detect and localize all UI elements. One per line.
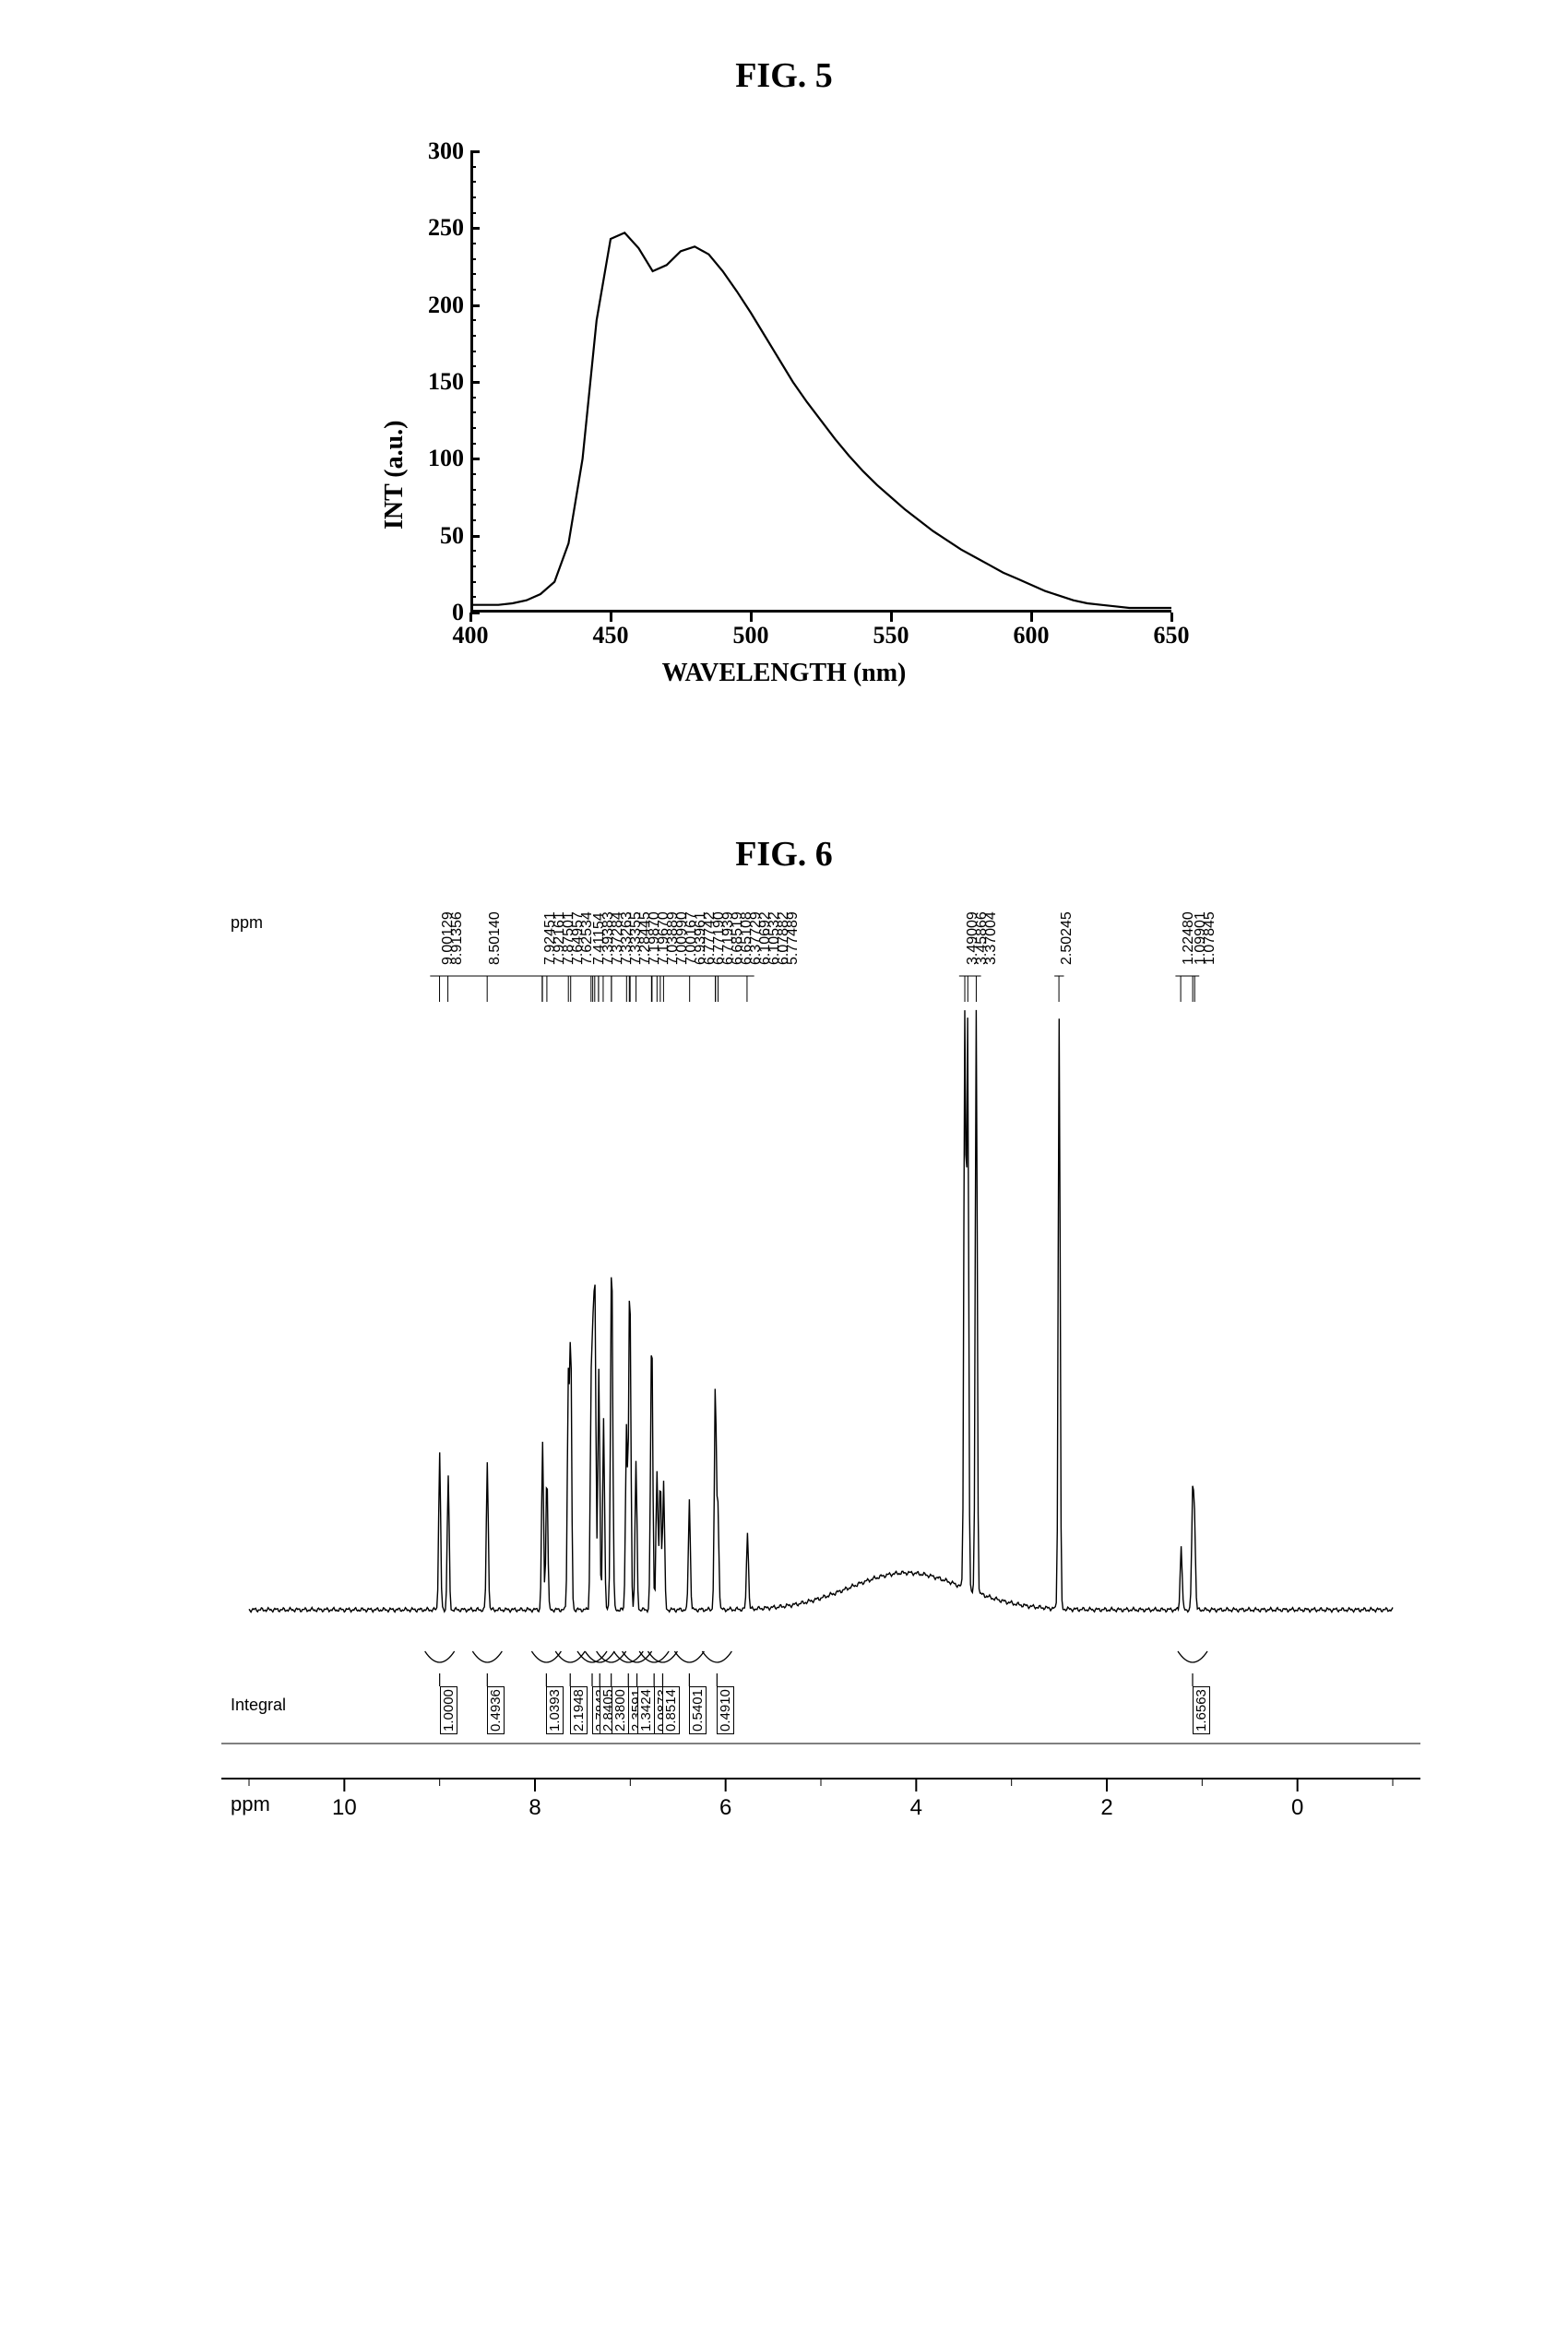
peak-ppm-label: 1.07845 [1202, 911, 1218, 965]
integral-value: 1.6563 [1193, 1686, 1210, 1734]
peak-ppm-label: 3.37004 [983, 911, 1000, 965]
x-tick-label: 450 [593, 622, 629, 649]
figure-5-title: FIG. 5 [37, 55, 1531, 96]
figure-6-title: FIG. 6 [37, 834, 1531, 875]
x-tick-label: 10 [332, 1795, 357, 1821]
x-axis-label: ppm [231, 1792, 270, 1816]
x-tick-label: 400 [453, 622, 489, 649]
x-tick-label: 8 [529, 1795, 540, 1821]
y-tick-label: 200 [420, 292, 464, 319]
x-tick-label: 6 [719, 1795, 731, 1821]
figure-6: FIG. 6 ppm Integral ppm 9.001298.913568.… [37, 834, 1531, 1834]
y-tick-label: 150 [420, 368, 464, 396]
integral-value: 1.3424 [637, 1686, 655, 1734]
figure-5-plot: 050100150200250300400450500550600650 INT… [332, 133, 1236, 686]
y-tick-label: 250 [420, 214, 464, 242]
x-tick-label: 0 [1291, 1795, 1303, 1821]
x-tick-label: 600 [1014, 622, 1050, 649]
y-axis-label: INT (a.u.) [380, 420, 410, 530]
x-tick-label: 550 [873, 622, 909, 649]
y-tick-label: 50 [420, 522, 464, 550]
ppm-top-label: ppm [231, 913, 263, 933]
integral-value: 2.1948 [570, 1686, 588, 1734]
y-tick-label: 300 [420, 137, 464, 165]
y-tick-label: 100 [420, 445, 464, 472]
peak-ppm-label: 8.91356 [449, 911, 466, 965]
peak-ppm-label: 5.77489 [785, 911, 802, 965]
integral-label: Integral [231, 1696, 286, 1715]
integral-value: 1.0393 [546, 1686, 564, 1734]
integral-value: 0.4910 [717, 1686, 734, 1734]
integral-value: 0.4936 [487, 1686, 505, 1734]
figure-5: FIG. 5 050100150200250300400450500550600… [37, 55, 1531, 686]
peak-ppm-label: 8.50140 [487, 911, 504, 965]
integral-value: 0.5401 [689, 1686, 707, 1734]
x-tick-label: 4 [910, 1795, 922, 1821]
figure-6-plot: ppm Integral ppm 9.001298.913568.501407.… [138, 911, 1430, 1834]
integral-value: 2.3800 [612, 1686, 629, 1734]
x-axis-label: WAVELENGTH (nm) [662, 659, 907, 688]
x-tick-label: 2 [1100, 1795, 1112, 1821]
integral-value: 1.0000 [440, 1686, 457, 1734]
x-tick-label: 650 [1154, 622, 1190, 649]
integral-value: 0.8514 [662, 1686, 680, 1734]
x-tick-label: 500 [733, 622, 769, 649]
peak-ppm-label: 2.50245 [1059, 911, 1075, 965]
